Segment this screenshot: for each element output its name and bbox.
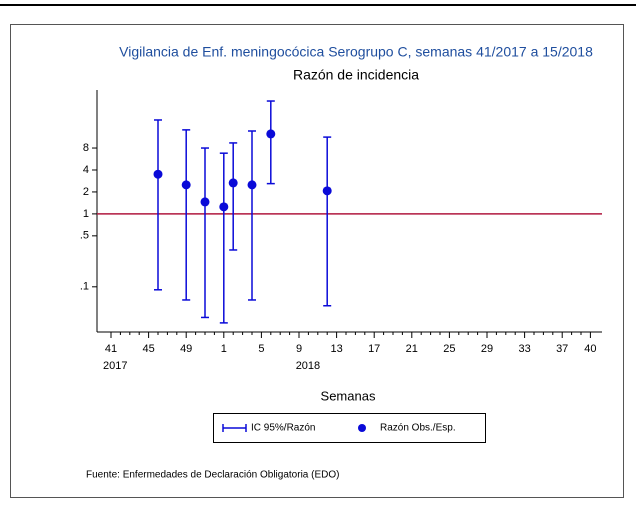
- y-tick-label: 1: [83, 208, 89, 220]
- year-label: 2017: [103, 360, 127, 372]
- x-tick-label: 1: [221, 343, 227, 355]
- x-tick-label: 45: [142, 343, 154, 355]
- y-tick-label: 2: [83, 186, 89, 198]
- x-tick-label: 49: [180, 343, 192, 355]
- y-tick-label: 8: [83, 142, 89, 154]
- point: [228, 178, 238, 188]
- x-tick-label: 29: [481, 343, 493, 355]
- legend-label: IC 95%/Razón: [251, 423, 315, 434]
- x-tick-label: 40: [584, 343, 596, 355]
- x-axis-title: Semanas: [321, 388, 376, 403]
- legend-marker: [358, 424, 366, 432]
- x-tick-label: 9: [296, 343, 302, 355]
- point: [266, 129, 276, 139]
- x-tick-label: 37: [556, 343, 568, 355]
- x-tick-label: 17: [368, 343, 380, 355]
- x-tick-label: 21: [406, 343, 418, 355]
- x-tick-label: 25: [443, 343, 455, 355]
- legend-box: [213, 413, 486, 443]
- y-tick-label: .1: [80, 281, 89, 293]
- year-label: 2018: [296, 360, 320, 372]
- x-tick-label: 41: [105, 343, 117, 355]
- chart-frame: [10, 24, 624, 498]
- point: [181, 180, 191, 190]
- x-tick-label: 33: [518, 343, 530, 355]
- x-tick-label: 13: [330, 343, 342, 355]
- source-note: Fuente: Enfermedades de Declaración Obli…: [86, 470, 339, 481]
- x-tick-label: 5: [258, 343, 264, 355]
- y-tick-label: .5: [80, 230, 89, 242]
- point: [219, 202, 229, 212]
- legend-label: Razón Obs./Esp.: [380, 423, 456, 434]
- chart-subtitle: Razón de incidencia: [293, 67, 419, 83]
- point: [247, 180, 257, 190]
- chart-title: Vigilancia de Enf. meningocócica Serogru…: [119, 44, 593, 60]
- point: [322, 186, 332, 196]
- y-tick-label: 4: [83, 164, 89, 176]
- point: [153, 169, 163, 179]
- point: [200, 197, 210, 207]
